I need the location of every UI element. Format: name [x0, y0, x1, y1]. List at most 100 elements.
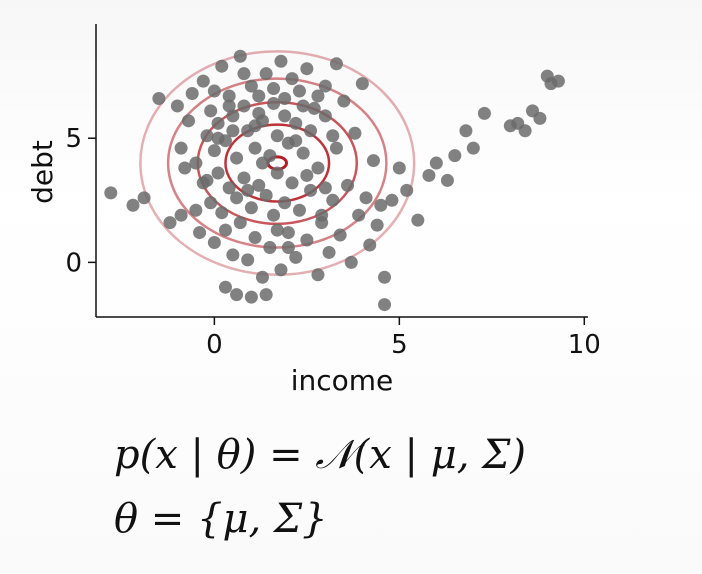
data-point [422, 168, 436, 182]
data-point [207, 236, 221, 250]
y-axis-label: debt [26, 140, 59, 204]
data-point [385, 193, 399, 207]
data-point [533, 111, 547, 125]
data-point [363, 238, 377, 252]
data-point [281, 240, 295, 254]
data-point [233, 49, 247, 63]
data-point [278, 196, 292, 210]
data-point [278, 109, 292, 123]
data-point [230, 191, 244, 205]
data-point [285, 72, 299, 86]
data-point [178, 161, 192, 175]
data-point [318, 181, 332, 195]
data-point [211, 166, 225, 180]
data-point [374, 198, 388, 212]
data-point [207, 144, 221, 158]
data-point [248, 141, 262, 155]
data-point [352, 208, 366, 222]
data-point [300, 233, 314, 247]
data-point [318, 79, 332, 93]
data-point [289, 250, 303, 264]
data-point [237, 67, 251, 81]
data-point [392, 161, 406, 175]
data-point [274, 263, 288, 277]
data-point [170, 99, 184, 113]
data-point [429, 156, 443, 170]
data-point [311, 161, 325, 175]
data-point [222, 181, 236, 195]
data-point [281, 226, 295, 240]
data-point [200, 173, 214, 187]
data-point [259, 188, 273, 202]
data-point [285, 176, 299, 190]
data-point [189, 156, 203, 170]
data-point [400, 183, 414, 197]
data-point [337, 94, 351, 108]
data-point [448, 149, 462, 163]
data-point [137, 191, 151, 205]
data-point [218, 223, 232, 237]
data-point [440, 173, 454, 187]
data-point [370, 218, 384, 232]
y-tick-label: 5 [65, 124, 82, 154]
data-point [204, 104, 218, 118]
data-point [181, 114, 195, 128]
data-point [355, 77, 369, 91]
data-point [300, 168, 314, 182]
data-point [185, 87, 199, 101]
x-tick-label: 5 [391, 330, 408, 360]
data-point [274, 54, 288, 68]
data-point [348, 126, 362, 140]
data-point [341, 178, 355, 192]
data-point [318, 109, 332, 123]
axis-ticks: 0 5 10 0 5 [65, 124, 600, 360]
data-point [307, 101, 321, 115]
data-point [315, 208, 329, 222]
data-point [174, 208, 188, 222]
data-point [292, 84, 306, 98]
data-point [326, 193, 340, 207]
data-point [267, 96, 281, 110]
data-point [296, 99, 310, 113]
data-point [344, 255, 358, 269]
data-point [126, 198, 140, 212]
data-point [259, 288, 273, 302]
data-point [222, 99, 236, 113]
data-point [252, 178, 266, 192]
data-point [267, 82, 281, 96]
data-point [326, 129, 340, 143]
data-point [466, 141, 480, 155]
data-point [241, 253, 255, 267]
data-point [207, 84, 221, 98]
x-tick-label: 10 [568, 330, 601, 360]
data-point [311, 268, 325, 282]
data-point [333, 228, 347, 242]
data-point [241, 183, 255, 197]
data-point [270, 166, 284, 180]
data-point [193, 226, 207, 240]
data-point [329, 57, 343, 71]
data-point [270, 223, 284, 237]
likelihood-formula: p(x | θ) = 𝒩(x | μ, Σ) [114, 432, 527, 478]
data-point [551, 74, 565, 88]
data-point [152, 91, 166, 105]
data-point [289, 116, 303, 130]
data-point [278, 91, 292, 105]
data-point [292, 203, 306, 217]
data-point [270, 129, 284, 143]
data-point [411, 213, 425, 227]
data-point [267, 208, 281, 222]
contour-ellipse [166, 77, 388, 249]
data-point [289, 134, 303, 148]
data-point [378, 298, 392, 312]
data-point [189, 203, 203, 217]
contour-ellipse [224, 123, 331, 203]
data-point [230, 151, 244, 165]
data-point [252, 89, 266, 103]
data-point [359, 191, 373, 205]
data-point [248, 231, 262, 245]
data-points [104, 49, 565, 312]
data-point [104, 186, 118, 200]
data-point [366, 154, 380, 168]
